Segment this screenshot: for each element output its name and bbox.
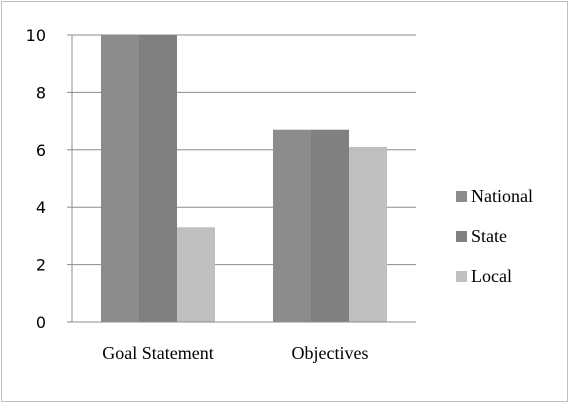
bar-state-2 [311,129,349,322]
y-tick-label: 6 [36,141,46,160]
legend-label-state: State [471,226,507,246]
legend-swatch-state [456,231,467,242]
legend-label-national: National [471,186,533,206]
y-tick-label: 2 [36,256,46,275]
x-category-label: Objectives [292,343,369,363]
legend: National State Local [456,186,533,286]
x-category-label: Goal Statement [102,343,213,363]
y-tick-label: 8 [36,83,46,102]
bar-local-1 [177,227,215,322]
x-category-labels: Goal Statement Objectives [102,343,368,363]
y-tick-label: 10 [26,26,46,45]
bar-state-1 [139,35,177,322]
y-tick-label: 4 [36,198,46,217]
y-tick-labels: 0 2 4 6 8 10 [26,26,46,332]
bar-national-2 [273,129,311,322]
bar-local-2 [349,146,387,322]
bars [101,35,387,322]
y-tick-label: 0 [36,313,46,332]
legend-swatch-national [456,191,467,202]
axes [67,34,416,323]
legend-label-local: Local [471,266,512,286]
legend-swatch-local [456,271,467,282]
bar-national-1 [101,35,139,322]
